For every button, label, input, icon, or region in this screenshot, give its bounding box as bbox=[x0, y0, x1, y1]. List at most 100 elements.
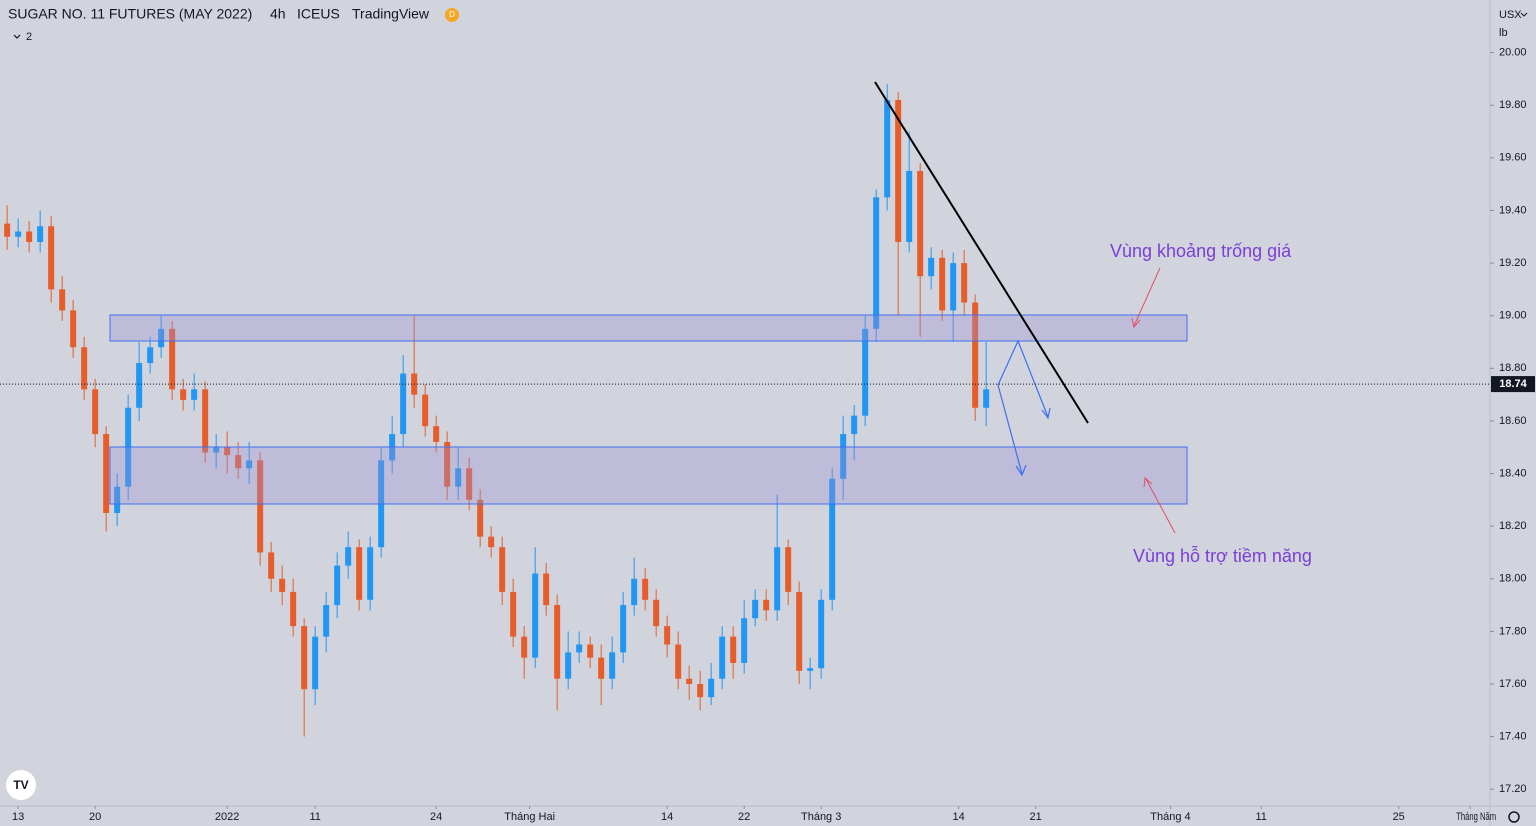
candle-body bbox=[103, 434, 110, 513]
candle-body bbox=[191, 389, 198, 400]
x-tick-label: 13 bbox=[12, 811, 24, 823]
x-tick-label: 21 bbox=[1030, 811, 1042, 823]
candle-body bbox=[136, 363, 143, 408]
x-tick-label: 11 bbox=[1255, 811, 1266, 823]
path-arrow[interactable] bbox=[997, 384, 1023, 475]
candle-body bbox=[92, 389, 99, 435]
x-tick-label: Tháng 3 bbox=[801, 811, 841, 823]
candle-body bbox=[488, 536, 495, 548]
candle-body bbox=[158, 328, 165, 348]
candle-body bbox=[884, 99, 891, 198]
candle-body bbox=[785, 547, 792, 592]
candle-body bbox=[26, 231, 33, 243]
logo[interactable] bbox=[6, 770, 36, 800]
currency-dropdown[interactable] bbox=[1520, 12, 1528, 17]
candle-body bbox=[840, 434, 847, 479]
candle-body bbox=[48, 226, 55, 290]
candle-body bbox=[719, 636, 726, 679]
candle-body bbox=[356, 547, 363, 600]
currency[interactable]: USX bbox=[1499, 9, 1522, 21]
candle-body bbox=[752, 599, 759, 619]
candle-body bbox=[862, 328, 869, 416]
candle-body bbox=[70, 310, 77, 348]
last-price-label: 18.74 bbox=[1499, 378, 1527, 390]
candle-body bbox=[477, 499, 484, 537]
candle-body bbox=[873, 197, 880, 329]
candle-body bbox=[15, 231, 22, 237]
candle-body bbox=[818, 599, 825, 669]
candle-body bbox=[422, 394, 429, 427]
candle-body bbox=[939, 257, 946, 311]
interval[interactable]: 4h bbox=[270, 6, 286, 22]
settings-icon[interactable] bbox=[1508, 811, 1520, 823]
candle-body bbox=[345, 547, 352, 566]
candle-body bbox=[235, 455, 242, 469]
arrow-head bbox=[1131, 317, 1141, 329]
annotation: Vùng hỗ trợ tiềm năng bbox=[1133, 545, 1312, 566]
candle-body bbox=[807, 668, 814, 671]
annotation: Vùng khoảng trống giá bbox=[1110, 241, 1292, 261]
candle-body bbox=[917, 170, 924, 277]
candle-body bbox=[653, 599, 660, 627]
candle-body bbox=[400, 373, 407, 435]
candle-body bbox=[642, 578, 649, 600]
candle-body bbox=[444, 441, 451, 487]
candle-body bbox=[114, 486, 121, 513]
unit: lb bbox=[1499, 27, 1508, 39]
candle-body bbox=[81, 347, 88, 390]
candle-body bbox=[290, 591, 297, 627]
candle-body bbox=[763, 599, 770, 611]
candle-body bbox=[851, 415, 858, 435]
candle-body bbox=[323, 605, 330, 637]
y-tick-label: 19.20 bbox=[1499, 257, 1527, 269]
candle-body bbox=[455, 468, 462, 487]
y-tick-label: 18.20 bbox=[1499, 520, 1527, 532]
y-tick-label: 18.00 bbox=[1499, 573, 1527, 585]
candle-body bbox=[37, 226, 44, 243]
symbol-title[interactable]: SUGAR NO. 11 FUTURES (MAY 2022) bbox=[8, 6, 252, 22]
path-arrow[interactable] bbox=[997, 339, 1049, 418]
x-tick-label: 20 bbox=[89, 811, 101, 823]
y-tick-label: 19.40 bbox=[1499, 204, 1527, 216]
candle-body bbox=[433, 426, 440, 442]
indicator-count[interactable]: 2 bbox=[26, 31, 32, 43]
candle-body bbox=[510, 591, 517, 637]
candle-body bbox=[246, 460, 253, 469]
candle-body bbox=[554, 605, 561, 679]
candle-body bbox=[565, 652, 572, 679]
candle-body bbox=[906, 170, 913, 243]
badge-dot bbox=[445, 8, 459, 22]
candles bbox=[4, 84, 990, 737]
support-zone[interactable] bbox=[109, 446, 1188, 505]
last-price-box bbox=[1491, 376, 1535, 393]
candle-body bbox=[521, 636, 528, 658]
x-tick-label: 11 bbox=[309, 811, 320, 823]
y-tick-label: 20.00 bbox=[1499, 47, 1527, 59]
arrow-head bbox=[1041, 407, 1051, 420]
pointer-arrow bbox=[1133, 267, 1161, 327]
y-tick-label: 19.00 bbox=[1499, 310, 1527, 322]
candle-body bbox=[169, 328, 176, 390]
candle-body bbox=[675, 644, 682, 679]
collapse-icon[interactable] bbox=[13, 34, 21, 39]
candle-body bbox=[598, 657, 605, 679]
candle-body bbox=[576, 644, 583, 653]
candle-body bbox=[180, 389, 187, 400]
candle-body bbox=[741, 618, 748, 663]
candle-body bbox=[895, 99, 902, 243]
candle-body bbox=[301, 626, 308, 690]
y-tick-label: 19.80 bbox=[1499, 99, 1527, 111]
candle-body bbox=[620, 605, 627, 653]
candle-body bbox=[631, 578, 638, 606]
candle-body bbox=[59, 289, 66, 311]
candle-body bbox=[4, 223, 11, 237]
gap-zone[interactable] bbox=[109, 314, 1188, 342]
y-tick-label: 17.60 bbox=[1499, 678, 1527, 690]
candle-body bbox=[499, 547, 506, 592]
y-tick-label: 17.40 bbox=[1499, 731, 1527, 743]
x-tick-label: 24 bbox=[430, 811, 442, 823]
source: TradingView bbox=[352, 6, 430, 22]
trendline[interactable] bbox=[874, 81, 1089, 424]
